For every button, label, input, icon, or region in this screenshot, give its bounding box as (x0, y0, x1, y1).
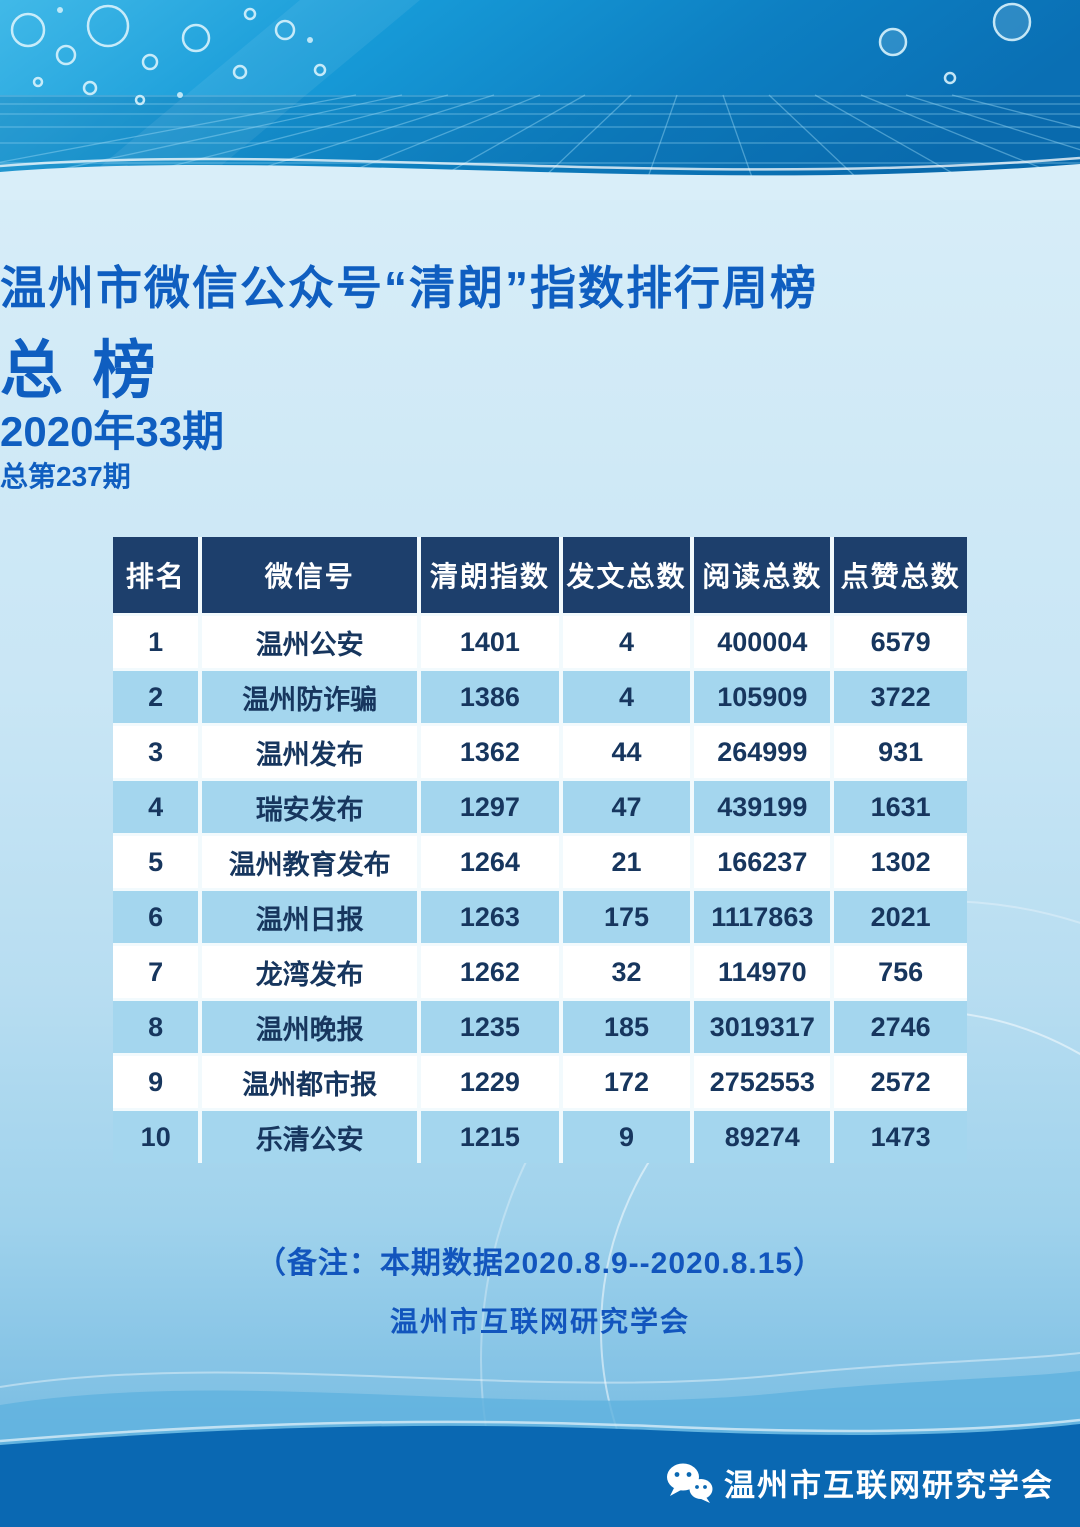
qinglang-index-cell: 1229 (417, 1056, 559, 1108)
rank-cell: 4 (113, 781, 199, 833)
account-name-cell: 温州日报 (198, 891, 417, 943)
rank-cell: 5 (113, 836, 199, 888)
qinglang-index-cell: 1386 (417, 671, 559, 723)
light-streak (60, 0, 420, 200)
account-name-cell: 温州防诈骗 (198, 671, 417, 723)
account-name-cell: 温州晚报 (198, 1001, 417, 1053)
ranking-table: 排名 微信号 清朗指数 发文总数 阅读总数 点赞总数 1 温州公安 1401 4 400004 65… (113, 537, 967, 1163)
like-count-cell: 756 (830, 946, 967, 998)
account-name-cell: 温州发布 (198, 726, 417, 778)
like-count-cell: 2746 (830, 1001, 967, 1053)
read-count-cell: 105909 (690, 671, 831, 723)
bottom-bar: 温州市互联网研究学会 (664, 1460, 1054, 1505)
post-count-cell: 4 (558, 616, 691, 668)
like-count-cell: 2572 (830, 1056, 967, 1108)
rank-cell: 6 (113, 891, 199, 943)
table-row: 8 温州晚报 1235 185 3019317 2746 (113, 998, 967, 1053)
account-name-cell: 龙湾发布 (198, 946, 417, 998)
table-row: 7 龙湾发布 1262 32 114970 756 (113, 943, 967, 998)
post-count-cell: 32 (558, 946, 691, 998)
account-name-cell: 温州公安 (198, 616, 417, 668)
post-count-cell: 47 (558, 781, 691, 833)
read-count-cell: 2752553 (690, 1056, 831, 1108)
qinglang-index-cell: 1362 (417, 726, 559, 778)
column-header-5: 阅读总数 (690, 537, 831, 613)
qinglang-index-cell: 1263 (417, 891, 559, 943)
rank-cell: 7 (113, 946, 199, 998)
rank-cell: 10 (113, 1111, 199, 1163)
bubble-dots (57, 7, 313, 98)
account-name-cell: 温州教育发布 (198, 836, 417, 888)
like-count-cell: 1473 (830, 1111, 967, 1163)
post-count-cell: 44 (558, 726, 691, 778)
bottom-band-art (0, 1352, 1080, 1527)
read-count-cell: 400004 (690, 616, 831, 668)
qinglang-index-cell: 1297 (417, 781, 559, 833)
column-header-3: 清朗指数 (417, 537, 559, 613)
table-row: 2 温州防诈骗 1386 4 105909 3722 (113, 668, 967, 723)
qinglang-index-cell: 1235 (417, 1001, 559, 1053)
read-count-cell: 3019317 (690, 1001, 831, 1053)
table-row: 9 温州都市报 1229 172 2752553 2572 (113, 1053, 967, 1108)
column-header-6: 点赞总数 (830, 537, 967, 613)
table-row: 4 瑞安发布 1297 47 439199 1631 (113, 778, 967, 833)
like-count-cell: 1302 (830, 836, 967, 888)
rank-cell: 1 (113, 616, 199, 668)
qinglang-index-cell: 1262 (417, 946, 559, 998)
column-header-4: 发文总数 (558, 537, 691, 613)
rank-title: 总 榜 (0, 336, 162, 406)
organization-name: 温州市互联网研究学会 (389, 1306, 690, 1337)
rank-cell: 3 (113, 726, 199, 778)
top-banner (0, 0, 1080, 200)
table-row: 5 温州教育发布 1264 21 166237 1302 (113, 833, 967, 888)
page-title: 温州市微信公众号“清朗”指数排行周榜 (0, 262, 818, 314)
post-count-cell: 21 (558, 836, 691, 888)
rank-cell: 8 (113, 1001, 199, 1053)
column-header-1: 排名 (113, 537, 199, 613)
post-count-cell: 9 (558, 1111, 691, 1163)
bubbles-decoration (10, 2, 1032, 106)
table-row: 6 温州日报 1263 175 1117863 2021 (113, 888, 967, 943)
read-count-cell: 264999 (690, 726, 831, 778)
like-count-cell: 931 (830, 726, 967, 778)
account-name-cell: 乐清公安 (198, 1111, 417, 1163)
read-count-cell: 1117863 (690, 891, 831, 943)
qinglang-index-cell: 1215 (417, 1111, 559, 1163)
post-count-cell: 185 (558, 1001, 691, 1053)
table-row: 1 温州公安 1401 4 400004 6579 (113, 613, 967, 668)
column-header-2: 微信号 (198, 537, 417, 613)
post-count-cell: 175 (558, 891, 691, 943)
data-period-note: （备注：本期数据2020.8.9--2020.8.15） (255, 1247, 825, 1280)
issue-number: 2020年33期 (0, 408, 225, 455)
table-row: 10 乐清公安 1215 9 89274 1473 (113, 1108, 967, 1163)
qinglang-index-cell: 1264 (417, 836, 559, 888)
post-count-cell: 172 (558, 1056, 691, 1108)
rank-cell: 2 (113, 671, 199, 723)
qinglang-index-cell: 1401 (417, 616, 559, 668)
post-count-cell: 4 (558, 671, 691, 723)
like-count-cell: 2021 (830, 891, 967, 943)
bottom-org-name: 温州市互联网研究学会 (724, 1468, 1054, 1503)
read-count-cell: 439199 (690, 781, 831, 833)
table-header-row: 排名 微信号 清朗指数 发文总数 阅读总数 点赞总数 (113, 537, 967, 613)
like-count-cell: 6579 (830, 616, 967, 668)
banner-art (0, 0, 1080, 200)
account-name-cell: 温州都市报 (198, 1056, 417, 1108)
account-name-cell: 瑞安发布 (198, 781, 417, 833)
like-count-cell: 1631 (830, 781, 967, 833)
read-count-cell: 114970 (690, 946, 831, 998)
table-body: 1 温州公安 1401 4 400004 6579 2 温州防诈骗 1386 4 105909 372… (113, 613, 967, 1163)
rank-cell: 9 (113, 1056, 199, 1108)
like-count-cell: 3722 (830, 671, 967, 723)
wechat-icon (667, 1463, 713, 1503)
read-count-cell: 166237 (690, 836, 831, 888)
issue-total-number: 总第237期 (0, 461, 131, 492)
table-row: 3 温州发布 1362 44 264999 931 (113, 723, 967, 778)
read-count-cell: 89274 (690, 1111, 831, 1163)
